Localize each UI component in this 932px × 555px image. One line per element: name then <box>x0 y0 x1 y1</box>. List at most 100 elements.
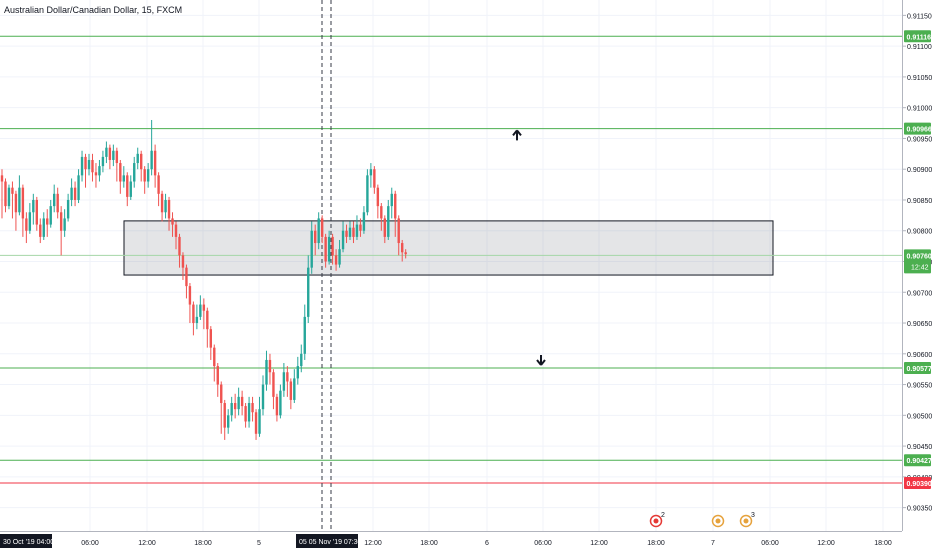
candle-body <box>209 329 212 348</box>
candle-body <box>373 169 376 188</box>
candle-body <box>352 227 355 237</box>
candle <box>119 159 122 194</box>
candle-body <box>171 218 174 225</box>
candle <box>199 295 202 320</box>
candle-body <box>157 175 160 194</box>
candle-body <box>91 159 94 173</box>
crosshair-date-label: 05 05 Nov '19 07:30 <box>296 534 362 548</box>
candle-body <box>331 236 334 256</box>
candle <box>293 369 296 404</box>
price-level-label: 0.90427 <box>904 454 932 467</box>
candle-body <box>387 206 390 237</box>
date-range-start-label: 30 Oct '19 04:00 <box>0 534 54 548</box>
candle <box>188 283 192 324</box>
time-tick-label: 5 <box>257 540 261 547</box>
candle <box>112 144 115 167</box>
candle <box>289 378 293 410</box>
candle-body <box>112 150 115 160</box>
candle-body <box>303 316 306 354</box>
candle-body <box>401 243 404 253</box>
time-tick-label: 06:00 <box>81 540 99 547</box>
candle-body <box>348 227 352 237</box>
candle <box>18 175 21 216</box>
candle-body <box>366 175 369 213</box>
candle-body <box>105 147 108 157</box>
candle <box>233 393 237 419</box>
candle-body <box>126 175 129 197</box>
candle <box>254 409 258 440</box>
candle <box>314 224 317 256</box>
price-tick-label: 0.90800 <box>907 229 932 236</box>
candle <box>25 212 28 244</box>
candle <box>261 375 265 416</box>
candle-body <box>279 390 282 416</box>
candle <box>91 153 94 182</box>
candle <box>258 396 261 437</box>
candle <box>404 249 407 259</box>
candle-body <box>261 384 265 410</box>
candle-body <box>244 406 247 422</box>
candle-body <box>223 403 226 428</box>
candle <box>376 184 380 219</box>
candle-body <box>108 147 112 160</box>
candle-body <box>192 304 195 324</box>
event-marker-icon: 2 <box>649 512 665 528</box>
candle-body <box>314 230 317 244</box>
candle-body <box>185 267 188 287</box>
candle <box>122 166 125 188</box>
candle <box>310 221 313 274</box>
candle-body <box>56 193 59 213</box>
candle-body <box>21 187 25 219</box>
candle <box>390 187 393 219</box>
candle <box>14 190 18 231</box>
price-axis[interactable]: 0.91150 0.91100 0.91050 0.91000 0.90950 0.909… <box>902 0 932 550</box>
candle <box>70 178 73 207</box>
candle <box>334 249 338 271</box>
candle-body <box>254 412 258 434</box>
candle-body <box>359 224 362 231</box>
candle-body <box>150 150 153 170</box>
price-tick-label: 0.90550 <box>907 383 932 390</box>
svg-text:0.90577: 0.90577 <box>907 366 932 373</box>
candle-body <box>178 236 181 256</box>
candle-body <box>324 236 327 262</box>
candle <box>4 178 7 213</box>
candle-body <box>272 372 275 397</box>
event-marker-icon <box>711 514 725 528</box>
candle-body <box>289 381 293 400</box>
time-axis[interactable]: 06:00 12:00 18:00 5 12:00 18:00 6 06:00 12:00 18:… <box>0 531 932 550</box>
candle-body <box>286 372 289 382</box>
candle-body <box>39 224 42 237</box>
candle <box>185 264 188 299</box>
candle-body <box>195 316 199 324</box>
candle-body <box>140 153 143 170</box>
candle <box>247 396 251 428</box>
candle <box>195 304 199 330</box>
candle <box>366 169 369 216</box>
candle <box>150 119 153 176</box>
time-tick-label: 12:00 <box>817 540 835 547</box>
grid-lines <box>0 0 902 531</box>
candle <box>84 153 87 188</box>
candle-body <box>362 212 366 231</box>
candle-body <box>293 378 296 400</box>
candle <box>220 381 223 434</box>
candle <box>49 199 52 228</box>
candle <box>21 184 25 237</box>
candle <box>213 344 216 382</box>
candle <box>296 356 299 385</box>
time-tick-label: 18:00 <box>647 540 665 547</box>
candle <box>268 353 272 385</box>
candle <box>317 212 320 250</box>
candle-body <box>202 304 206 311</box>
candle <box>397 215 400 256</box>
candle <box>265 350 268 391</box>
candle <box>383 215 386 244</box>
candle-body <box>53 193 56 207</box>
candle <box>140 150 143 182</box>
candle-body <box>251 403 254 413</box>
chart-title: Australian Dollar/Canadian Dollar, 15, F… <box>4 5 183 15</box>
price-tick-label: 0.91150 <box>907 13 932 20</box>
